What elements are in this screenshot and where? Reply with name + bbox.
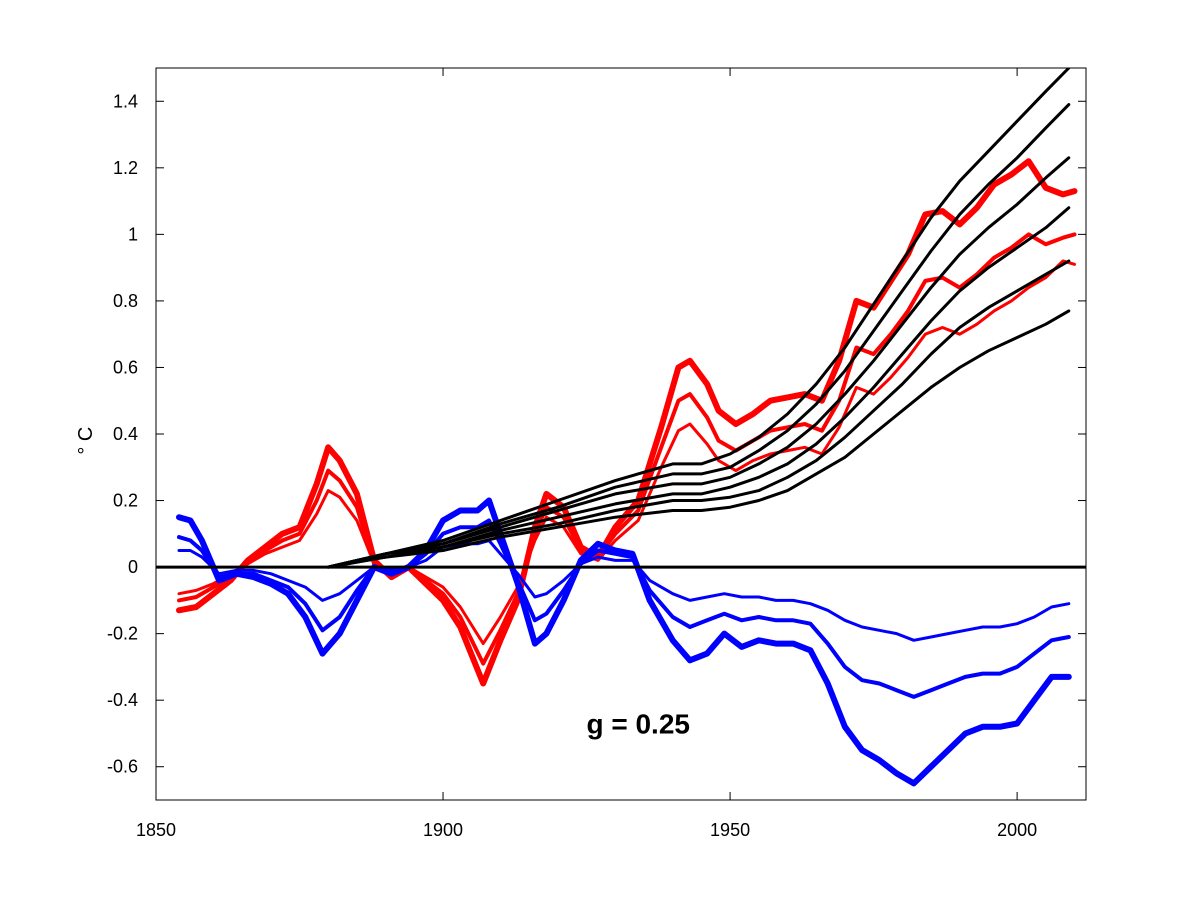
x-tick-label: 1950 (710, 820, 750, 840)
black-series-line-12 (326, 309, 1071, 569)
red-series-line-3 (177, 259, 1076, 646)
x-tick-label: 1850 (136, 820, 176, 840)
y-tick-label: 0.8 (113, 291, 138, 311)
black-series-line-9 (326, 156, 1071, 569)
series-layer (176, 68, 1078, 787)
axis-ticks (155, 68, 1086, 800)
x-tick-labels: 1850 1900 1950 2000 (136, 820, 1037, 840)
plot-area (156, 68, 1086, 787)
y-tick-label: -0.4 (107, 690, 138, 710)
black-series-line-11 (326, 259, 1071, 569)
annotation-g-value: g = 0.25 (586, 708, 690, 739)
y-tick-label: -0.6 (107, 757, 138, 777)
y-tick-label: 1 (128, 224, 138, 244)
y-axis-label: ° C (75, 427, 97, 455)
y-tick-label: 0.4 (113, 424, 138, 444)
black-series-line-7 (326, 68, 1071, 569)
y-tick-label: 1.4 (113, 91, 138, 111)
y-tick-label: 0.2 (113, 491, 138, 511)
blue-series-line-4 (176, 497, 1072, 787)
y-tick-label: 1.2 (113, 158, 138, 178)
blue-series-line-5 (177, 518, 1071, 699)
x-tick-label: 1900 (423, 820, 463, 840)
y-tick-label: 0 (128, 557, 138, 577)
y-tick-label: -0.2 (107, 624, 138, 644)
y-tick-label: 0.6 (113, 357, 138, 377)
red-series-line-1 (176, 158, 1078, 687)
black-series-line-8 (326, 103, 1071, 569)
x-tick-label: 2000 (997, 820, 1037, 840)
y-tick-labels: -0.6 -0.4 -0.2 0 0.2 0.4 0.6 0.8 1 1.2 1.4 (107, 91, 138, 776)
black-series-line-10 (326, 206, 1071, 569)
red-series-line-2 (177, 232, 1077, 666)
blue-series-line-6 (177, 539, 1071, 642)
